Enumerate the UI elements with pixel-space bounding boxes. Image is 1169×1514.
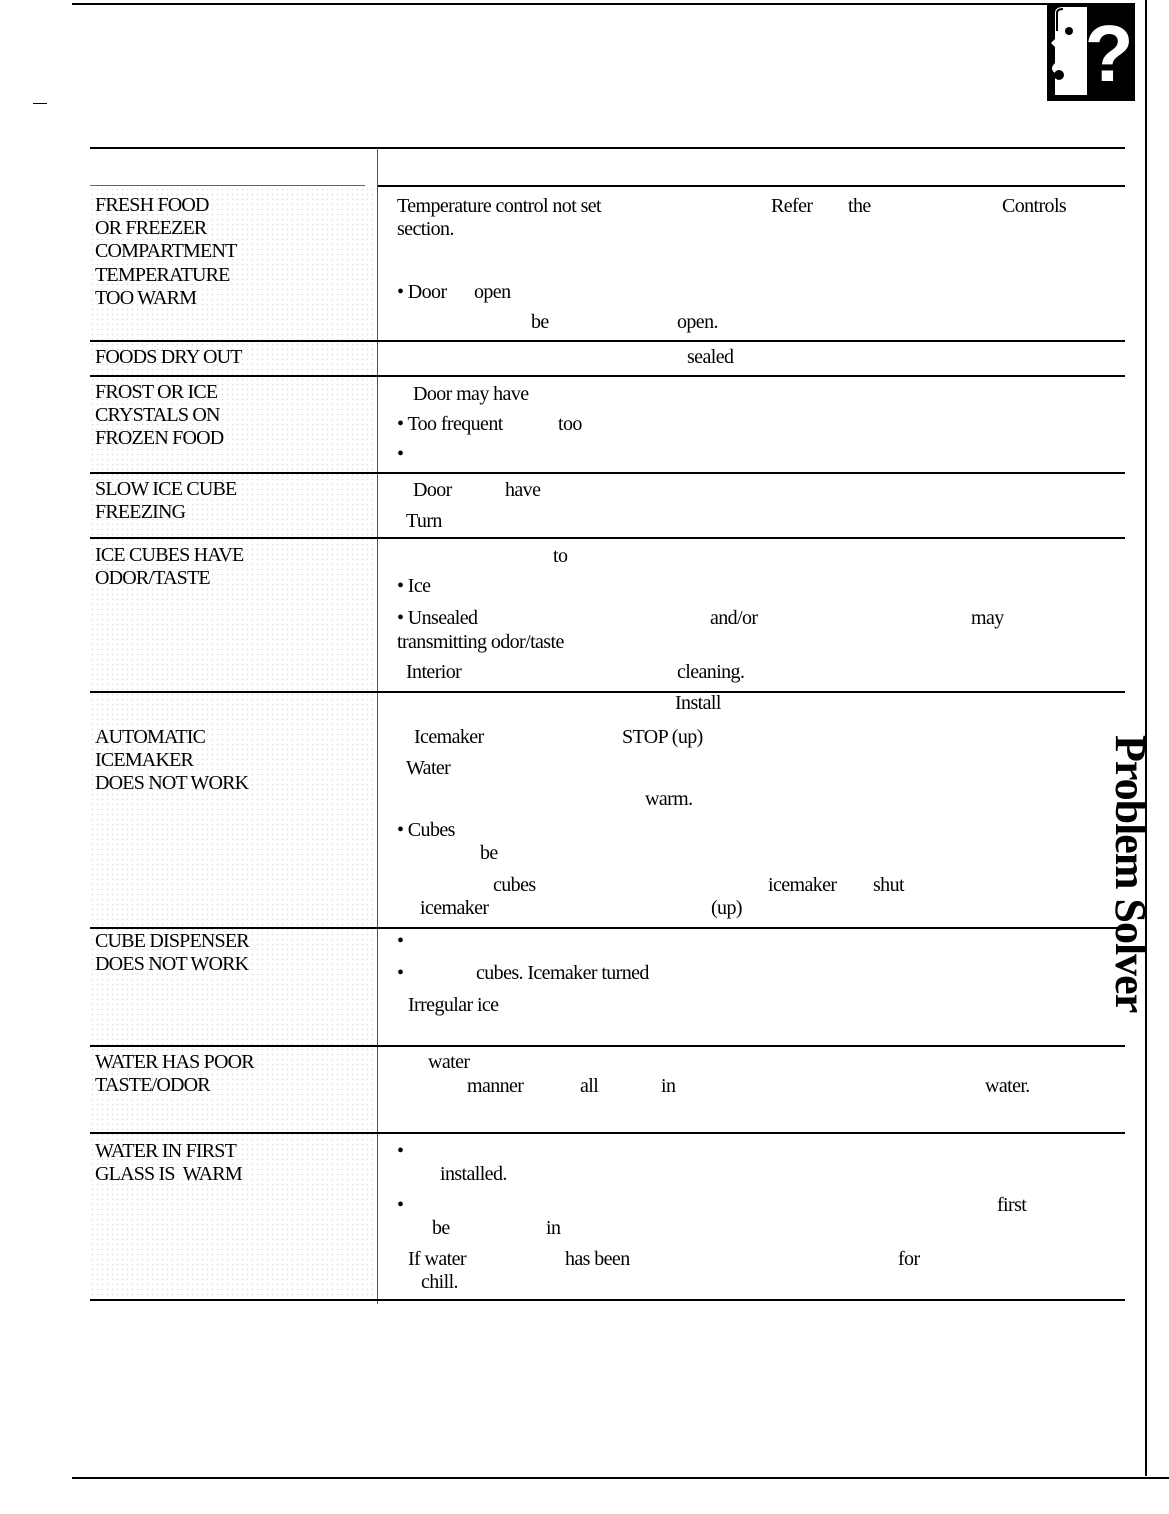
problem-label: FREEZING: [95, 501, 186, 523]
cause-text: cubes. Icemaker turned: [476, 962, 649, 984]
cause-text: (up): [711, 897, 743, 919]
row-divider: [90, 1132, 1125, 1134]
table-header-top: [90, 147, 1125, 149]
cause-text: transmitting odor/taste: [397, 631, 564, 653]
cause-text: section.: [397, 218, 454, 240]
cause-text: Irregular ice: [408, 994, 499, 1016]
row-divider: [90, 537, 1125, 539]
cause-text: first: [997, 1194, 1027, 1216]
cause-text: shut: [873, 874, 905, 896]
cause-text: be: [432, 1217, 450, 1239]
bottom-rule: [72, 1477, 1169, 1479]
cause-text: •: [397, 443, 404, 465]
cause-text: in: [546, 1217, 561, 1239]
cause-text: in: [661, 1075, 676, 1097]
cause-text: Install: [675, 692, 721, 714]
problem-label: WATER HAS POOR: [95, 1051, 255, 1073]
problem-shading: [90, 187, 375, 1299]
problem-label: FOODS DRY OUT: [95, 346, 242, 368]
problem-label: ODOR/TASTE: [95, 567, 211, 589]
problem-label: DOES NOT WORK: [95, 772, 249, 794]
cause-text: warm.: [645, 788, 693, 810]
cause-text: •: [397, 1140, 404, 1162]
cause-text: STOP (up): [622, 726, 703, 748]
cause-text: open.: [677, 311, 718, 333]
cause-text: installed.: [440, 1163, 507, 1185]
problem-label: ICEMAKER: [95, 749, 194, 771]
svg-text:?: ?: [1085, 9, 1134, 98]
cause-text: chill.: [421, 1271, 459, 1293]
cause-text: • Door: [397, 281, 447, 303]
cause-text: be: [531, 311, 549, 333]
right-rule: [1145, 0, 1147, 1476]
problem-label: ICE CUBES HAVE: [95, 544, 244, 566]
problem-label: GLASS IS WARM: [95, 1163, 243, 1185]
cause-text: •: [397, 1194, 404, 1216]
cause-text: Interior: [406, 661, 462, 683]
problem-label: DOES NOT WORK: [95, 953, 249, 975]
cause-text: too: [558, 413, 582, 435]
problem-label: CRYSTALS ON: [95, 404, 220, 426]
row-divider: [90, 1299, 1125, 1301]
margin-mark: [33, 103, 47, 104]
row-divider: [90, 472, 1125, 474]
cause-text: open: [474, 281, 511, 303]
cause-text: water: [428, 1051, 470, 1073]
problem-label: TASTE/ODOR: [95, 1074, 211, 1096]
cause-text: may: [971, 607, 1004, 629]
cause-text: Water: [406, 757, 451, 779]
cause-text: If water: [408, 1248, 467, 1270]
cause-text: for: [898, 1248, 920, 1270]
row-divider: [90, 340, 1125, 342]
problem-label: CUBE DISPENSER: [95, 930, 250, 952]
row-divider: [90, 375, 1125, 377]
column-divider: [377, 148, 378, 1304]
cause-text: Door may have: [413, 383, 529, 405]
cause-text: •: [397, 930, 404, 952]
cause-text: be: [480, 842, 498, 864]
problem-label: FROZEN FOOD: [95, 427, 224, 449]
cause-text: • Too frequent: [397, 413, 503, 435]
problem-label: OR FREEZER: [95, 217, 207, 239]
row-divider: [90, 1045, 1125, 1047]
cause-text: Icemaker: [414, 726, 484, 748]
cause-text: • Unsealed: [397, 607, 478, 629]
cause-text: and/or: [710, 607, 758, 629]
cause-text: • Ice: [397, 575, 431, 597]
problem-label: AUTOMATIC: [95, 726, 206, 748]
problem-label: TOO WARM: [95, 287, 197, 309]
cause-text: manner: [467, 1075, 524, 1097]
cause-text: cleaning.: [677, 661, 745, 683]
cause-text: cubes: [493, 874, 536, 896]
cause-text: all: [580, 1075, 599, 1097]
row-divider: [90, 691, 1125, 693]
cause-text: icemaker: [768, 874, 837, 896]
problem-label: SLOW ICE CUBE: [95, 478, 237, 500]
cause-text: • Cubes: [397, 819, 455, 841]
cause-text: to: [553, 545, 568, 567]
cause-text: •: [397, 962, 404, 984]
cause-text: Turn: [406, 510, 442, 532]
cause-text: Temperature control not set: [397, 195, 602, 217]
problem-label: WATER IN FIRST: [95, 1140, 237, 1162]
cause-text: icemaker: [420, 897, 489, 919]
problem-label: FROST OR ICE: [95, 381, 218, 403]
cause-text: water.: [985, 1075, 1030, 1097]
cause-text: Refer: [771, 195, 813, 217]
cause-text: have: [505, 479, 541, 501]
top-rule: [72, 3, 1047, 5]
problem-label: TEMPERATURE: [95, 264, 230, 286]
side-tab-title: Problem Solver: [1106, 735, 1155, 1013]
problem-solver-face-question-icon: ?: [1047, 3, 1135, 101]
table-header-bottom-left: [90, 185, 365, 186]
cause-text: the: [848, 195, 871, 217]
table-header-bottom: [378, 185, 1125, 187]
cause-text: Door: [413, 479, 452, 501]
cause-text: sealed: [687, 346, 734, 368]
cause-text: Controls: [1002, 195, 1067, 217]
problem-label: COMPARTMENT: [95, 240, 237, 262]
row-divider: [90, 927, 1125, 929]
problem-label: FRESH FOOD: [95, 194, 210, 216]
cause-text: has been: [565, 1248, 630, 1270]
